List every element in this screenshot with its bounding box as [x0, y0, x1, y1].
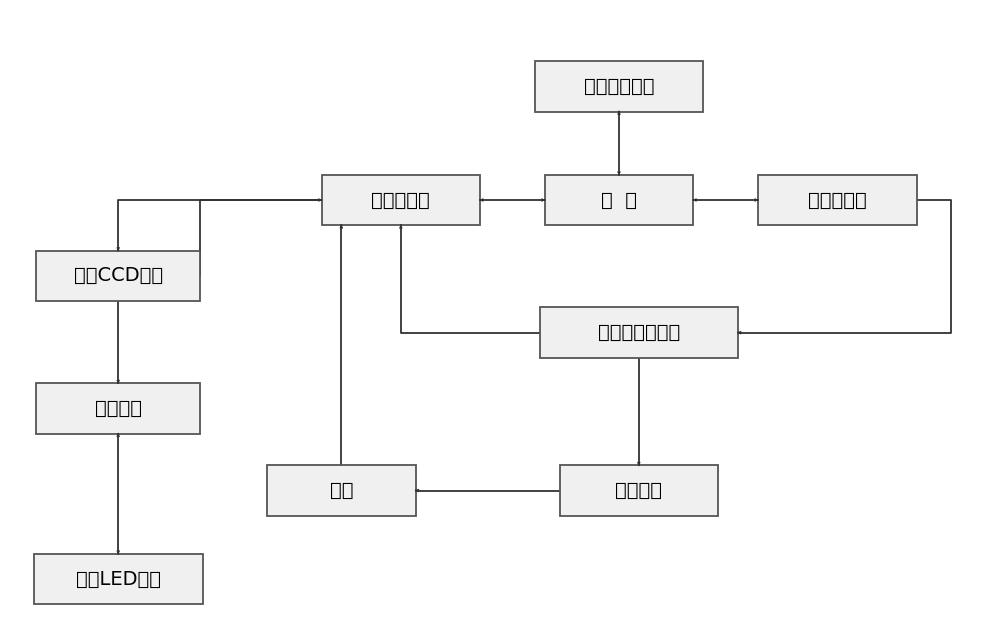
Text: 伺服电机编码器: 伺服电机编码器: [598, 323, 680, 342]
Bar: [758, 175, 917, 225]
Bar: [545, 175, 693, 225]
Text: 图像处理软件: 图像处理软件: [584, 77, 654, 96]
Bar: [34, 554, 203, 604]
Text: 运动控制卡: 运动控制卡: [808, 191, 867, 209]
Text: 滑台: 滑台: [330, 481, 353, 500]
Text: 图像采集卡: 图像采集卡: [371, 191, 430, 209]
Text: 主  机: 主 机: [601, 191, 637, 209]
Text: 面阵LED光源: 面阵LED光源: [76, 570, 161, 589]
Bar: [535, 61, 703, 111]
Text: 面阵CCD相机: 面阵CCD相机: [74, 266, 163, 285]
Bar: [322, 175, 480, 225]
Bar: [36, 250, 200, 301]
Bar: [560, 465, 718, 516]
Text: 被测大梁: 被测大梁: [95, 399, 142, 418]
Bar: [540, 307, 738, 358]
Text: 伺服电机: 伺服电机: [615, 481, 662, 500]
Bar: [36, 383, 200, 434]
Bar: [267, 465, 416, 516]
